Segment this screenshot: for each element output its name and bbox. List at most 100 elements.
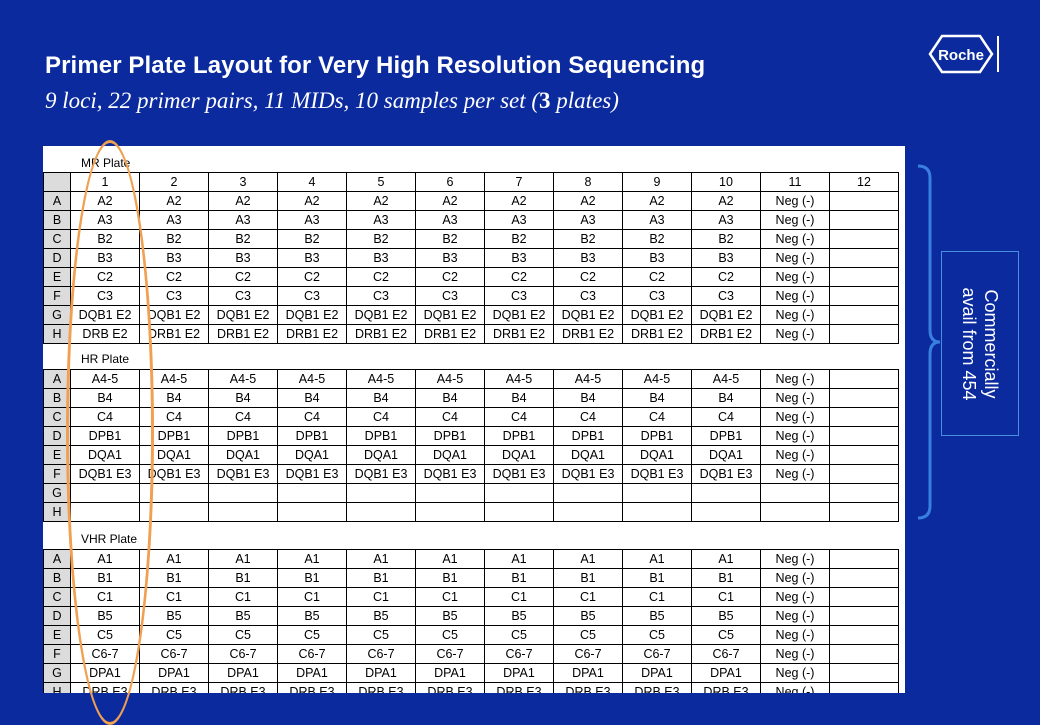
table-row: F C3 C3 C3 C3 C3 C3 C3 C3 C3 C3 Neg (-) [43, 286, 899, 306]
well-cell: A4-5 [622, 369, 692, 389]
well-cell: DPA1 [622, 663, 692, 683]
well-cell: B3 [691, 248, 761, 268]
well-cell [208, 502, 278, 522]
well-cell: A3 [139, 210, 209, 230]
well-cell: B5 [691, 606, 761, 626]
well-cell: DRB1 E2 [484, 324, 554, 344]
well-cell: B4 [553, 388, 623, 408]
well-cell: C6-7 [622, 644, 692, 664]
well-cell: B3 [139, 248, 209, 268]
well-cell: DQB1 E2 [622, 305, 692, 325]
well-cell: DQA1 [208, 445, 278, 465]
well-cell: DQB1 E2 [553, 305, 623, 325]
well-cell: C2 [208, 267, 278, 287]
row-header: F [43, 464, 71, 484]
column-header: 7 [484, 172, 554, 192]
well-cell: DPA1 [553, 663, 623, 683]
well-cell [829, 549, 899, 569]
table-row: E DQA1 DQA1 DQA1 DQA1 DQA1 DQA1 DQA1 DQA1 DQA1 DQA… [43, 445, 899, 465]
subtitle-plate-count: 3 [539, 88, 551, 113]
well-cell: DRB1 E2 [208, 324, 278, 344]
well-cell: DPB1 [415, 426, 485, 446]
well-cell: C5 [622, 625, 692, 645]
row-header: B [43, 568, 71, 588]
well-cell: Neg (-) [760, 369, 830, 389]
well-cell: DRB E3 [139, 682, 209, 693]
well-cell: B2 [277, 229, 347, 249]
table-row: C C1 C1 C1 C1 C1 C1 C1 C1 C1 C1 Neg (-) [43, 587, 899, 607]
well-cell [484, 483, 554, 503]
well-cell: A1 [346, 549, 416, 569]
well-cell: DPB1 [346, 426, 416, 446]
well-cell: C4 [277, 407, 347, 427]
well-cell: A2 [484, 191, 554, 211]
well-cell [346, 483, 416, 503]
well-cell: C6-7 [484, 644, 554, 664]
row-header: H [43, 682, 71, 693]
roche-logo-text: Roche [938, 47, 984, 64]
table-row: A A4-5 A4-5 A4-5 A4-5 A4-5 A4-5 A4-5 A4-5 A4-5 A4-… [43, 369, 899, 389]
well-cell: A2 [622, 191, 692, 211]
well-cell: A2 [277, 191, 347, 211]
well-cell: C6-7 [346, 644, 416, 664]
well-cell: B4 [208, 388, 278, 408]
well-cell: B2 [208, 229, 278, 249]
well-cell: C3 [208, 286, 278, 306]
well-cell: DPA1 [139, 663, 209, 683]
well-cell: C2 [139, 267, 209, 287]
well-cell: C6-7 [553, 644, 623, 664]
well-cell: B3 [484, 248, 554, 268]
row-header: D [43, 426, 71, 446]
well-cell: A2 [415, 191, 485, 211]
well-cell [829, 445, 899, 465]
well-cell: B5 [622, 606, 692, 626]
well-cell: B1 [553, 568, 623, 588]
well-cell: B1 [415, 568, 485, 588]
well-cell: A2 [691, 191, 761, 211]
well-cell: DRB E3 [277, 682, 347, 693]
callout-line-1: Commercially [981, 288, 1001, 398]
well-cell: Neg (-) [760, 388, 830, 408]
well-cell [829, 305, 899, 325]
well-cell: DRB1 E2 [346, 324, 416, 344]
table-row: A A2 A2 A2 A2 A2 A2 A2 A2 A2 A2 Neg (-) [43, 191, 899, 211]
well-cell: DQA1 [553, 445, 623, 465]
table-row: E C5 C5 C5 C5 C5 C5 C5 C5 C5 C5 Neg (-) [43, 625, 899, 645]
well-cell [829, 483, 899, 503]
row-header: C [43, 587, 71, 607]
row-header: H [43, 502, 71, 522]
well-cell: C3 [139, 286, 209, 306]
well-cell: B1 [139, 568, 209, 588]
well-cell [277, 502, 347, 522]
table-row: H DRB E3 DRB E3 DRB E3 DRB E3 DRB E3 DRB E3 DRB… [43, 682, 899, 693]
column-header-row: 1 2 3 4 5 6 7 8 9 10 11 12 [43, 172, 899, 192]
well-cell: B5 [415, 606, 485, 626]
well-cell: Neg (-) [760, 682, 830, 693]
well-cell: C5 [553, 625, 623, 645]
well-cell [829, 267, 899, 287]
well-cell: B4 [691, 388, 761, 408]
well-cell: C2 [415, 267, 485, 287]
well-cell: DQB1 E3 [277, 464, 347, 484]
well-cell: A1 [484, 549, 554, 569]
well-cell: C5 [346, 625, 416, 645]
table-row: B B1 B1 B1 B1 B1 B1 B1 B1 B1 B1 Neg (-) [43, 568, 899, 588]
well-cell: A4-5 [208, 369, 278, 389]
well-cell: B4 [277, 388, 347, 408]
well-cell: Neg (-) [760, 445, 830, 465]
well-cell: C3 [415, 286, 485, 306]
row-header: A [43, 191, 71, 211]
well-cell: C6-7 [208, 644, 278, 664]
well-cell: A3 [277, 210, 347, 230]
table-row: D DPB1 DPB1 DPB1 DPB1 DPB1 DPB1 DPB1 DPB1 DPB1 DPB… [43, 426, 899, 446]
well-cell: C1 [484, 587, 554, 607]
commercial-availability-callout: Commercially avail from 454 [941, 251, 1019, 436]
well-cell [829, 369, 899, 389]
well-cell: DPA1 [484, 663, 554, 683]
roche-logo: Roche [928, 34, 994, 74]
column-header: 11 [760, 172, 830, 192]
well-cell: Neg (-) [760, 606, 830, 626]
well-cell: DRB E3 [208, 682, 278, 693]
well-cell [829, 644, 899, 664]
table-row: A A1 A1 A1 A1 A1 A1 A1 A1 A1 A1 Neg (-) [43, 549, 899, 569]
